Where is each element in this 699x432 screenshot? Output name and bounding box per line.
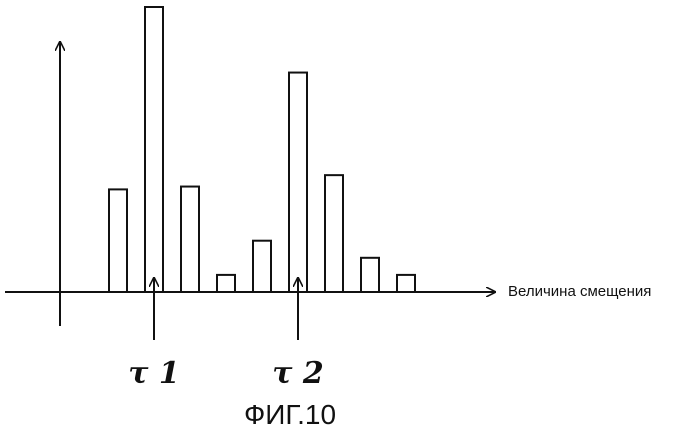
bar-4 <box>217 275 235 292</box>
bar-1 <box>109 189 127 292</box>
bar-6 <box>289 73 307 292</box>
bar-9 <box>397 275 415 292</box>
figure-caption: ФИГ.10 <box>244 399 336 430</box>
bar-8 <box>361 258 379 292</box>
marker-label-2: τ 2 <box>272 356 324 391</box>
x-axis-label: Величина смещения <box>508 283 651 300</box>
bar-5 <box>253 241 271 292</box>
bar-2 <box>145 7 163 292</box>
bar-7 <box>325 175 343 292</box>
marker-label-1: τ 1 <box>128 356 180 391</box>
bars-group <box>109 7 415 292</box>
markers-group: τ 1 τ 2 <box>128 278 324 391</box>
bar-3 <box>181 187 199 292</box>
